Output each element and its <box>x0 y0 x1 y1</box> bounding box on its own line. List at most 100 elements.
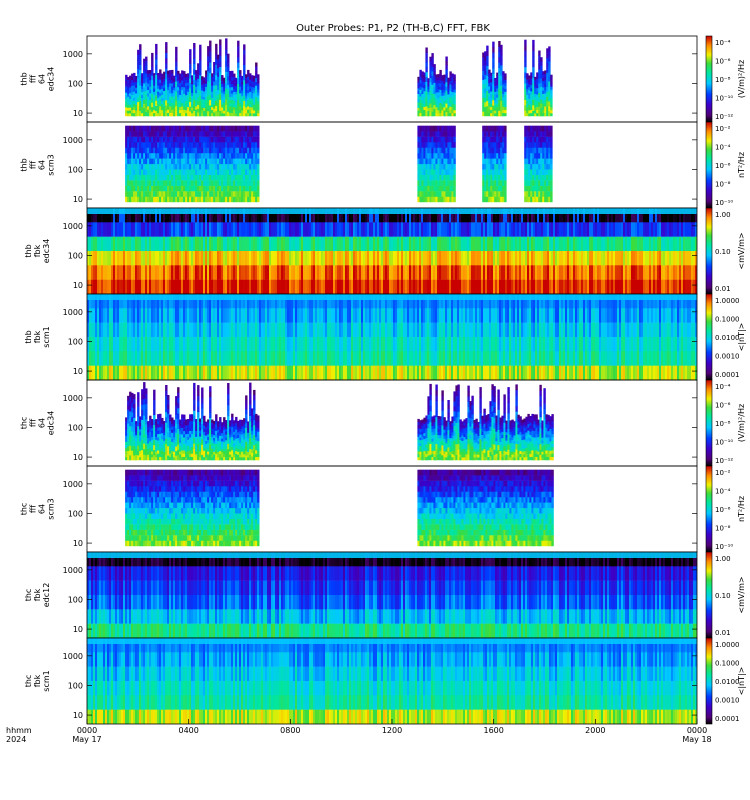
colorbar-label: (V/m)²/Hz <box>737 404 746 442</box>
y-tick-label: 100 <box>68 80 83 89</box>
colorbar-tick-label: 10⁻⁴ <box>715 488 731 496</box>
panel-ylabel: thbfbkedc34 <box>24 239 51 264</box>
y-tick-label: 100 <box>68 682 83 691</box>
colorbar-tick-label: 10⁻¹² <box>715 113 733 121</box>
y-tick-label: 1000 <box>63 308 83 317</box>
y-tick-label: 100 <box>68 424 83 433</box>
panel-ylabel: thcfff64scm3 <box>20 498 56 519</box>
y-tick-label: 10 <box>73 367 83 376</box>
colorbar-tick-label: 0.0010 <box>715 697 740 705</box>
colorbar-label: nT²/Hz <box>737 152 746 178</box>
colorbar-tick-label: 0.10 <box>715 592 731 600</box>
colorbar-label: <mV/m> <box>737 232 746 269</box>
colorbar-tick-label: 10⁻⁴ <box>715 383 731 391</box>
y-tick-label: 10 <box>73 539 83 548</box>
colorbar <box>705 207 713 295</box>
x-axis-corner-label: hhmm <box>6 726 32 735</box>
y-tick-label: 10 <box>73 109 83 118</box>
colorbar-tick-label: 1.0000 <box>715 641 740 649</box>
x-date-label: May 18 <box>682 735 711 744</box>
colorbar-tick-label: 10⁻¹⁰ <box>715 543 733 551</box>
colorbar-tick-label: 10⁻¹² <box>715 457 733 465</box>
spectrogram-data <box>125 38 553 117</box>
y-tick-label: 100 <box>68 166 83 175</box>
colorbar-tick-label: 0.10 <box>715 248 731 256</box>
colorbar-tick-label: 10⁻¹⁰ <box>715 95 733 103</box>
colorbar-label: <|nT|> <box>737 667 746 696</box>
spectrogram-data <box>87 638 697 724</box>
x-tick-label: 1600 <box>483 726 503 735</box>
panel-1: 10 100 1000 thbfff64edc34 10⁻⁴ 10⁻⁶ 10⁻⁸ 10⁻¹⁰ 1… <box>20 35 746 123</box>
colorbar-tick-label: 0.0100 <box>715 334 740 342</box>
y-tick-label: 100 <box>68 252 83 261</box>
y-tick-label: 1000 <box>63 566 83 575</box>
colorbar <box>705 551 713 639</box>
spectrogram-data <box>87 208 697 294</box>
y-tick-label: 100 <box>68 338 83 347</box>
colorbar <box>705 293 713 381</box>
colorbar-tick-label: 10⁻⁸ <box>715 525 731 533</box>
colorbar-tick-label: 10⁻¹⁰ <box>715 199 733 207</box>
chart-title: Outer Probes: P1, P2 (TH-B,C) FFT, FBK <box>296 23 490 34</box>
colorbar-tick-label: 0.01 <box>715 629 731 637</box>
colorbar <box>705 379 713 467</box>
y-tick-label: 10 <box>73 711 83 720</box>
panel-ylabel: thcfbkedc12 <box>24 583 51 608</box>
colorbar-tick-label: 0.0010 <box>715 353 740 361</box>
panel-4: 10 100 1000 thbfbkscm1 1.0000 0.1000 0.0100 0.0… <box>24 293 746 381</box>
colorbar-tick-label: 0.01 <box>715 285 731 293</box>
y-tick-label: 100 <box>68 510 83 519</box>
spectrogram-data <box>125 469 554 547</box>
colorbar-tick-label: 10⁻⁸ <box>715 420 731 428</box>
panel-3: 10 100 1000 thbfbkedc34 1.00 0.10 0.01 <mV/m> <box>24 207 746 295</box>
panel-ylabel: thbfff64scm3 <box>20 154 56 175</box>
y-tick-label: 1000 <box>63 50 83 59</box>
colorbar-tick-label: 10⁻⁶ <box>715 506 731 514</box>
panel-5: 10 100 1000 thcfff64edc34 10⁻⁴ 10⁻⁶ 10⁻⁸ 10⁻¹⁰ 1… <box>20 379 746 467</box>
spectrogram-data <box>125 382 554 461</box>
y-tick-label: 10 <box>73 195 83 204</box>
x-date-label: May 17 <box>72 735 101 744</box>
colorbar-label: <mV/m> <box>737 576 746 613</box>
x-axis-corner-label: 2024 <box>6 735 26 744</box>
y-tick-label: 100 <box>68 596 83 605</box>
spectrogram-data <box>87 552 697 638</box>
y-tick-label: 1000 <box>63 222 83 231</box>
colorbar <box>705 465 713 553</box>
colorbar-tick-label: 1.00 <box>715 211 731 219</box>
colorbar-tick-label: 10⁻⁸ <box>715 181 731 189</box>
colorbar-tick-label: 0.1000 <box>715 316 740 324</box>
colorbar-tick-label: 1.00 <box>715 555 731 563</box>
y-tick-label: 1000 <box>63 652 83 661</box>
panel-6: 10 100 1000 thcfff64scm3 10⁻² 10⁻⁴ 10⁻⁶ 10⁻⁸ 10⁻… <box>20 465 746 553</box>
panel-7: 10 100 1000 thcfbkedc12 1.00 0.10 0.01 <mV/m> <box>24 551 746 639</box>
colorbar-tick-label: 1.0000 <box>715 297 740 305</box>
colorbar-tick-label: 10⁻⁶ <box>715 402 731 410</box>
panels-group: 101001000thbfff64edc3410⁻⁴10⁻⁶10⁻⁸10⁻¹⁰1… <box>20 35 746 725</box>
panel-2: 10 100 1000 thbfff64scm3 10⁻² 10⁻⁴ 10⁻⁶ 10⁻⁸ 10⁻… <box>20 121 746 209</box>
y-tick-label: 10 <box>73 625 83 634</box>
colorbar-tick-label: 10⁻⁶ <box>715 162 731 170</box>
spectrogram-data <box>87 294 697 380</box>
colorbar-tick-label: 0.1000 <box>715 660 740 668</box>
panel-ylabel: thcfff64edc34 <box>20 411 56 436</box>
panel-ylabel: thbfbkscm1 <box>24 326 51 347</box>
colorbar-label: nT²/Hz <box>737 496 746 522</box>
x-tick-label: 0000 <box>77 726 97 735</box>
colorbar-tick-label: 10⁻² <box>715 469 731 477</box>
colorbar-label: (V/m)²/Hz <box>737 60 746 98</box>
colorbar-tick-label: 10⁻¹⁰ <box>715 439 733 447</box>
colorbar-tick-label: 0.0100 <box>715 678 740 686</box>
colorbar-tick-label: 10⁻⁴ <box>715 144 731 152</box>
y-tick-label: 10 <box>73 281 83 290</box>
colorbar-tick-label: 0.0001 <box>715 371 740 379</box>
x-tick-label: 2000 <box>585 726 605 735</box>
y-tick-label: 1000 <box>63 136 83 145</box>
colorbar <box>705 35 713 123</box>
colorbar-tick-label: 10⁻² <box>715 125 731 133</box>
colorbar <box>705 121 713 209</box>
panel-8: 10 100 1000 thcfbkscm1 1.0000 0.1000 0.0100 0.0… <box>24 637 746 725</box>
y-tick-label: 1000 <box>63 480 83 489</box>
